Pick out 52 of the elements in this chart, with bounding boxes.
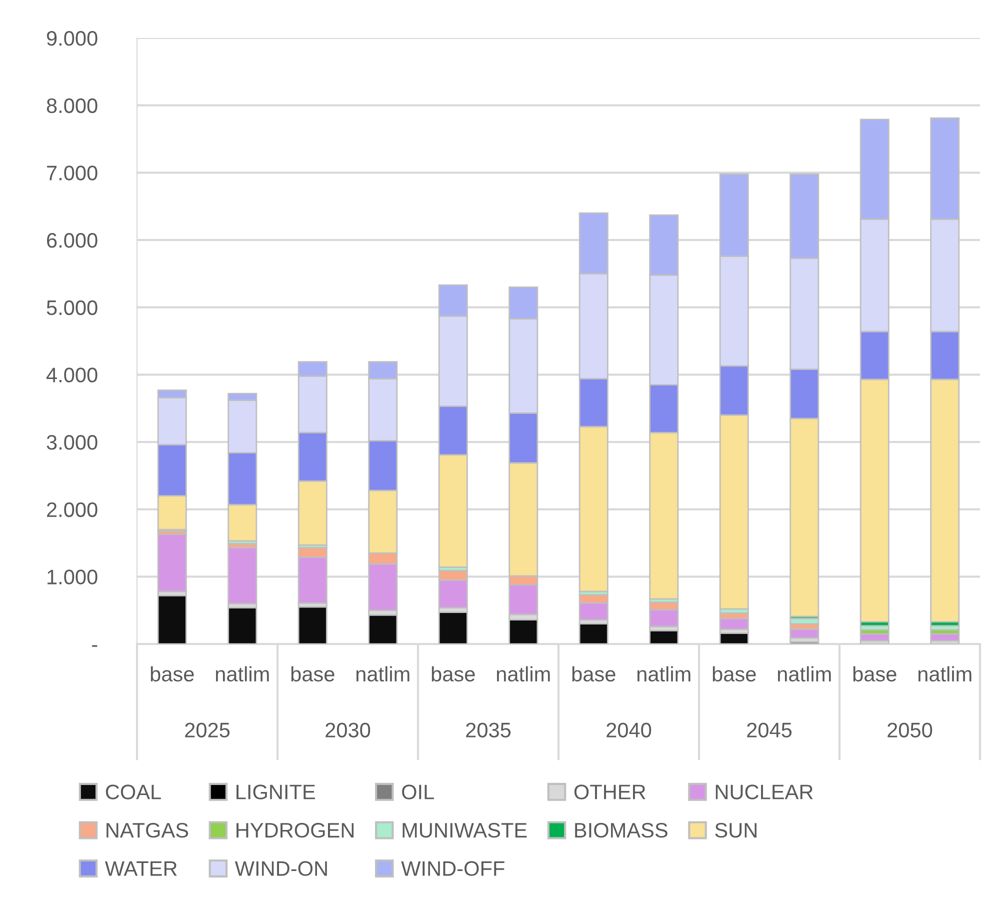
- legend-label: COAL: [106, 784, 161, 800]
- text: 2035: [466, 722, 511, 738]
- legend-label: WIND-ON: [234, 861, 327, 876]
- text: 2050: [888, 722, 932, 738]
- y-tick-label: 7.000: [47, 166, 98, 180]
- y-tick-label: 6.000: [47, 233, 98, 248]
- legend-label: MUNIWASTE: [402, 822, 527, 838]
- bar: [157, 594, 187, 644]
- x-tick-label: base: [432, 666, 475, 682]
- text: 2025: [185, 722, 230, 738]
- legend-label: OIL: [402, 784, 434, 800]
- legend-label: WIND-OFF: [401, 861, 504, 876]
- bar: [719, 618, 749, 630]
- y-tick-label: 1.000: [48, 570, 98, 584]
- y-tick-label: 8.000: [46, 98, 98, 114]
- y-tick-label: 9.000: [46, 31, 98, 46]
- legend-label: BIOMASS: [575, 822, 668, 838]
- y-tick-label: 2.000: [47, 502, 98, 518]
- legend-label: WATER: [104, 861, 177, 876]
- text: 2030: [326, 722, 370, 738]
- x-tick-label: base: [853, 666, 896, 682]
- bar: [228, 547, 258, 604]
- bar: [228, 606, 258, 644]
- x-tick-label: natlim: [918, 666, 972, 682]
- bar: [438, 612, 468, 644]
- bar: [368, 614, 398, 644]
- x-tick-label: base: [712, 666, 756, 682]
- y-tick-label: 4.000: [46, 368, 98, 382]
- x-tick-label: natlim: [216, 666, 269, 682]
- legend-label: NATGAS: [106, 822, 188, 838]
- x-tick-label: natlim: [356, 666, 410, 682]
- bar: [508, 619, 538, 644]
- legend-label: LIGNITE: [236, 784, 315, 800]
- y-tick-label: 5.000: [46, 300, 98, 316]
- legend-label: HYDROGEN: [236, 822, 354, 838]
- legend-label: SUN: [715, 822, 756, 838]
- text: 2045: [747, 722, 792, 738]
- text: 2040: [606, 722, 652, 738]
- x-tick-label: natlim: [637, 666, 690, 682]
- bar: [649, 630, 679, 644]
- y-tick-label: -: [92, 645, 98, 647]
- legend-label: NUCLEAR: [716, 784, 813, 800]
- bar: [578, 623, 608, 644]
- x-tick-label: base: [291, 666, 334, 682]
- x-tick-label: base: [150, 666, 194, 682]
- bar: [157, 534, 187, 592]
- x-tick-label: natlim: [496, 666, 550, 682]
- legend-label: OTHER: [574, 784, 646, 800]
- x-tick-label: base: [572, 666, 616, 682]
- y-tick-label: 3.000: [46, 435, 98, 450]
- bar: [298, 606, 328, 644]
- x-tick-label: natlim: [778, 666, 831, 682]
